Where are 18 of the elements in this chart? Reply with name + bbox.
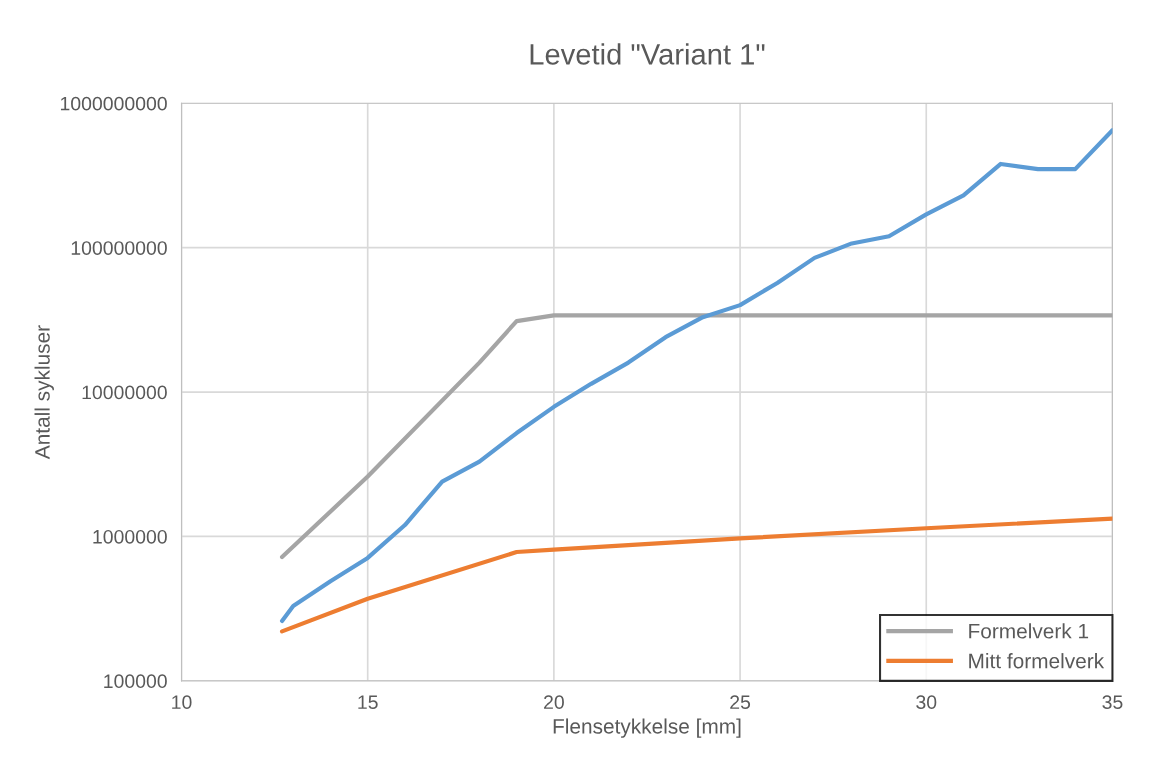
y-tick-label: 1000000 bbox=[93, 529, 167, 544]
legend-label: Mitt formelverk bbox=[969, 653, 1105, 669]
x-tick-label: 30 bbox=[916, 695, 937, 710]
x-tick-label: 10 bbox=[172, 695, 192, 710]
y-tick-label: 1000000000 bbox=[60, 96, 167, 111]
y-axis-title: Antall sykluser bbox=[34, 325, 54, 460]
legend-label: Formelverk 1 bbox=[969, 623, 1089, 639]
x-tick-label: 15 bbox=[358, 695, 378, 710]
chart-title: Levetid "Variant 1" bbox=[530, 43, 765, 65]
y-tick-label: 100000000 bbox=[71, 241, 167, 255]
y-tick-label: 10000000 bbox=[82, 385, 167, 400]
x-tick-label: 35 bbox=[1102, 695, 1123, 710]
x-axis-title: Flensetykkelse [mm] bbox=[553, 718, 741, 738]
line-series bbox=[279, 313, 1113, 560]
x-tick-label: 20 bbox=[544, 695, 564, 710]
line-series bbox=[279, 128, 1113, 624]
y-tick-label: 100000 bbox=[104, 674, 167, 689]
x-tick-label: 25 bbox=[730, 695, 751, 710]
